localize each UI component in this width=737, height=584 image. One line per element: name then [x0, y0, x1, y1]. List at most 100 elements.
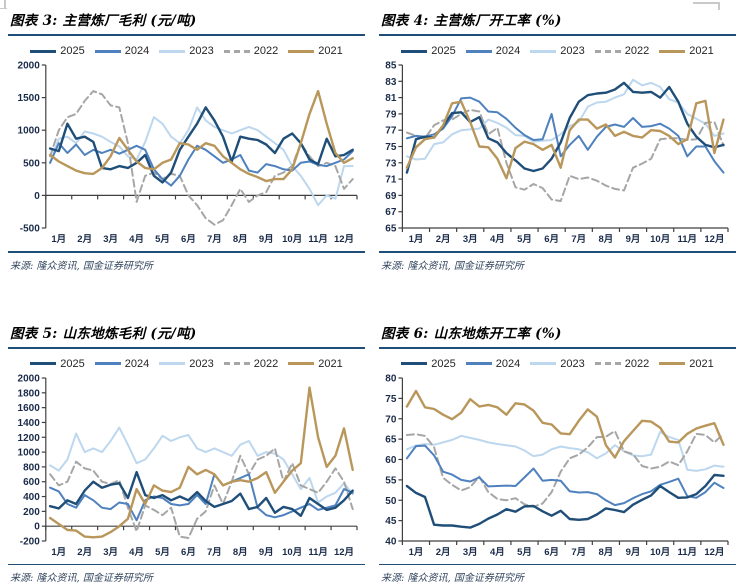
legend-item-2025: 2025 — [401, 45, 455, 57]
x-axis-label: 8月 — [233, 234, 248, 245]
legend-item-2021: 2021 — [659, 358, 713, 370]
y-axis-label: 40 — [385, 536, 397, 547]
x-axis-label: 3月 — [463, 547, 478, 558]
y-axis-label: 1800 — [18, 388, 41, 399]
legend-line-swatch — [530, 362, 556, 365]
line-chart: -200020040060080010001200140016001800200… — [8, 372, 365, 562]
x-axis-label: 2月 — [436, 547, 451, 558]
series-line-2021 — [50, 91, 353, 181]
legend-label: 2025 — [431, 45, 455, 57]
series-line-2022 — [50, 448, 353, 538]
y-axis-label: 81 — [385, 93, 397, 104]
legend-line-swatch — [288, 362, 314, 365]
y-axis-label: 1500 — [18, 93, 41, 104]
legend-label: 2025 — [431, 358, 455, 370]
y-axis-label: 80 — [385, 373, 397, 384]
legend-label: 2022 — [625, 358, 649, 370]
legend-label: 2024 — [496, 358, 520, 370]
y-axis-label: 800 — [23, 462, 40, 473]
legend-dashed-line-swatch — [224, 362, 250, 365]
x-axis-label: 10月 — [650, 547, 670, 558]
page-border-fragment-top-right-v — [718, 2, 720, 10]
y-axis-label: 73 — [385, 158, 397, 169]
y-axis-label: 2000 — [18, 373, 41, 384]
legend-item-2022: 2022 — [224, 358, 278, 370]
legend-item-2022: 2022 — [595, 358, 649, 370]
figure-title: 图表 4: 主营炼厂开工率 (%) — [379, 5, 736, 34]
x-axis-label: 6月 — [181, 547, 196, 558]
source-note: 来源: 隆众资讯, 国金证券研究所 — [381, 569, 736, 584]
legend-line-swatch — [95, 362, 121, 365]
x-axis-label: 1月 — [409, 234, 424, 245]
legend-line-swatch — [95, 50, 121, 53]
series-line-2025 — [407, 83, 724, 173]
legend-item-2023: 2023 — [159, 45, 213, 57]
legend-line-swatch — [530, 50, 556, 53]
x-axis-label: 10月 — [650, 234, 670, 245]
y-axis-label: -200 — [20, 536, 40, 547]
legend-item-2024: 2024 — [466, 358, 520, 370]
legend-line-swatch — [466, 362, 492, 365]
x-axis-label: 9月 — [259, 234, 274, 245]
y-axis-label: 75 — [385, 142, 397, 153]
x-axis-label: 11月 — [308, 547, 328, 558]
source-note: 来源: 隆众资讯, 国金证券研究所 — [10, 569, 365, 584]
x-axis-label: 9月 — [626, 547, 641, 558]
x-axis-label: 8月 — [599, 234, 614, 245]
y-axis-label: 83 — [385, 77, 397, 88]
x-axis-label: 4月 — [129, 234, 144, 245]
x-axis-label: 6月 — [544, 234, 559, 245]
legend-label: 2024 — [125, 358, 149, 370]
x-axis-label: 12月 — [334, 234, 354, 245]
y-axis-label: 55 — [385, 475, 397, 486]
legend-item-2025: 2025 — [30, 45, 84, 57]
y-axis-label: 600 — [23, 477, 40, 488]
y-axis-label: 1600 — [18, 403, 41, 414]
legend-label: 2025 — [60, 45, 84, 57]
x-axis-label: 2月 — [436, 234, 451, 245]
series-line-2025 — [50, 472, 353, 516]
x-axis-label: 9月 — [259, 547, 274, 558]
figure-title: 图表 6: 山东地炼开工率 (%) — [379, 318, 736, 347]
y-axis-label: 69 — [385, 191, 397, 202]
y-axis-label: 85 — [385, 61, 397, 72]
x-axis-label: 4月 — [490, 547, 505, 558]
x-axis-label: 7月 — [207, 234, 222, 245]
legend-item-2022: 2022 — [224, 45, 278, 57]
x-axis-label: 1月 — [51, 234, 66, 245]
x-axis-label: 6月 — [544, 547, 559, 558]
x-axis-label: 12月 — [704, 234, 724, 245]
legend-line-swatch — [30, 362, 56, 365]
x-axis-label: 2月 — [77, 547, 92, 558]
legend-item-2022: 2022 — [595, 45, 649, 57]
y-axis-label: 1000 — [18, 126, 41, 137]
legend-line-swatch — [401, 362, 427, 365]
source-divider — [379, 251, 736, 253]
legend-dashed-line-swatch — [595, 50, 621, 53]
source-note: 来源: 隆众资讯, 国金证券研究所 — [381, 257, 736, 272]
y-axis-label: 60 — [385, 455, 397, 466]
x-axis-label: 6月 — [181, 234, 196, 245]
source-divider — [379, 564, 736, 566]
source-note: 来源: 隆众资讯, 国金证券研究所 — [10, 257, 365, 272]
y-axis-label: 65 — [385, 434, 397, 445]
y-axis-label: 200 — [23, 506, 40, 517]
legend-label: 2022 — [254, 45, 278, 57]
x-axis-label: 1月 — [409, 547, 424, 558]
legend-dashed-line-swatch — [224, 50, 250, 53]
y-axis-label: 1200 — [18, 432, 41, 443]
y-axis-label: -500 — [20, 224, 40, 235]
legend-label: 2022 — [625, 45, 649, 57]
x-axis-label: 11月 — [678, 234, 698, 245]
y-axis-label: 2000 — [18, 61, 41, 72]
legend-label: 2022 — [254, 358, 278, 370]
legend-line-swatch — [159, 50, 185, 53]
